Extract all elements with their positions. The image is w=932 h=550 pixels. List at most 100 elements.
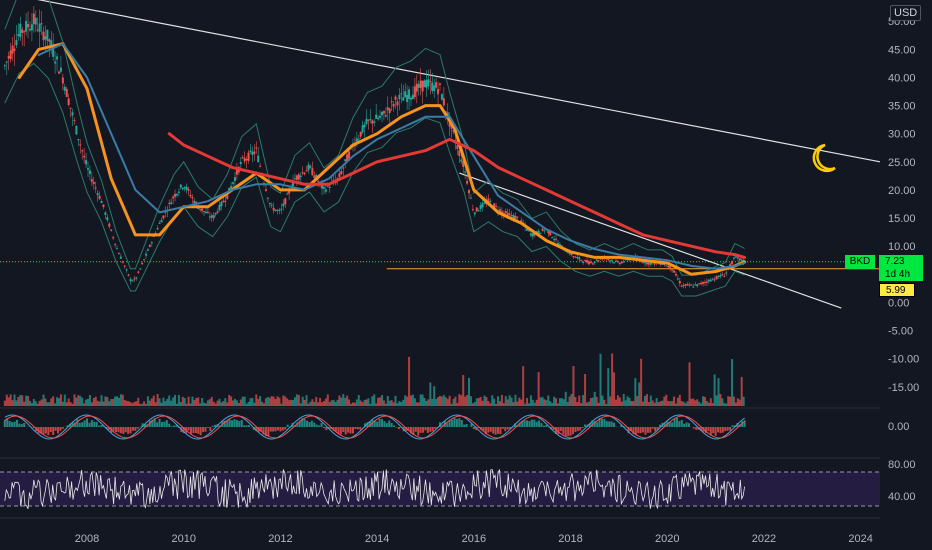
volume-bar [539, 397, 542, 406]
candle-body [11, 45, 14, 54]
volume-bar [464, 396, 467, 406]
volume-bar [582, 395, 585, 406]
volume-bar [421, 394, 424, 406]
macd-bar [136, 427, 139, 429]
candle-body [667, 265, 670, 268]
candle-body [303, 172, 306, 175]
rsi-line [4, 468, 745, 510]
candle-body [533, 233, 536, 236]
x-tick-label: 2012 [268, 533, 292, 545]
volume-bar [506, 399, 509, 406]
volume-bar [415, 402, 418, 406]
y-tick-label: 0.00 [888, 297, 909, 309]
bar-countdown: 1d 4h [885, 269, 911, 280]
candle-body [232, 182, 235, 184]
volume-bar [313, 401, 316, 406]
macd-bar [707, 427, 710, 432]
volume-bar [638, 382, 641, 406]
candle-body [481, 203, 484, 208]
macd-histogram [3, 417, 746, 437]
volume-bar [189, 403, 192, 406]
macd-bar [332, 427, 335, 431]
candle-body [665, 265, 668, 267]
volume-bar [400, 402, 403, 406]
candle-body [338, 173, 341, 178]
volume-bar [249, 398, 252, 406]
volume-bar [713, 374, 716, 406]
volume-bar [355, 399, 358, 406]
candle-body [177, 191, 180, 193]
candle-body [114, 243, 117, 245]
macd-bar [518, 422, 521, 427]
volume-bar [541, 396, 544, 406]
candle-body [145, 253, 148, 256]
volume-bar [473, 402, 476, 406]
volume-bar [688, 362, 691, 406]
candle-body [678, 281, 681, 284]
macd-bar [571, 427, 574, 435]
candle-body [117, 253, 120, 255]
candle-body [286, 193, 289, 195]
candle-body [315, 174, 318, 179]
candle-body [264, 189, 267, 191]
candle-body [206, 211, 209, 213]
volume-bar [292, 399, 295, 406]
volume-bar [624, 400, 627, 406]
macd-bar [409, 427, 412, 434]
volume-bar [574, 396, 577, 406]
candle-body [721, 274, 724, 276]
macd-bar [277, 427, 280, 431]
volume-bar [433, 386, 436, 406]
volume-bar [556, 403, 559, 406]
candle-body [125, 269, 128, 271]
candle-body [280, 208, 283, 210]
macd-bar [102, 426, 105, 427]
candle-body [67, 98, 70, 105]
candle-body [593, 261, 596, 263]
candle-body [421, 80, 424, 92]
volume-bar [694, 400, 697, 406]
macd-bar [509, 427, 512, 430]
volume-bar [649, 395, 652, 406]
candle-body [212, 215, 215, 219]
volume-bar [717, 378, 720, 406]
volume-bar [272, 396, 275, 406]
volume-bar [315, 396, 318, 406]
volume-bar [268, 397, 271, 406]
candle-body [340, 170, 343, 174]
volume-bar [19, 395, 22, 406]
macd-bar [721, 427, 724, 433]
macd-bar [731, 425, 734, 427]
volume-bar [328, 401, 331, 406]
candle-body [222, 200, 225, 203]
volume-bar [460, 395, 463, 406]
candle-body [133, 278, 136, 280]
candle-body [382, 110, 385, 114]
volume-bar [177, 394, 180, 406]
volume-bar [732, 396, 735, 406]
macd-bar [451, 419, 454, 427]
volume-bar [266, 396, 269, 406]
macd-bar [412, 427, 415, 435]
y-tick-label: 40.00 [888, 72, 916, 84]
candle-body [150, 242, 153, 244]
volume-bar [303, 399, 306, 406]
macd-bar [8, 421, 11, 427]
candle-body [471, 209, 474, 211]
volume-bar [549, 401, 552, 406]
volume-bar [222, 401, 225, 406]
volume-bar [682, 401, 685, 406]
volume-bar [239, 399, 242, 406]
volume-bar [642, 401, 645, 406]
volume-bar [160, 402, 163, 406]
candle-body [431, 82, 434, 92]
candle-body [214, 212, 217, 215]
candle-body [442, 98, 445, 106]
last-price-tag: 7.23 1d 4h [879, 255, 923, 281]
candle-body [669, 266, 672, 270]
currency-label[interactable]: USD [890, 5, 922, 21]
volume-bar [696, 399, 699, 406]
volume-bar [251, 397, 254, 406]
volume-bar [50, 398, 53, 406]
